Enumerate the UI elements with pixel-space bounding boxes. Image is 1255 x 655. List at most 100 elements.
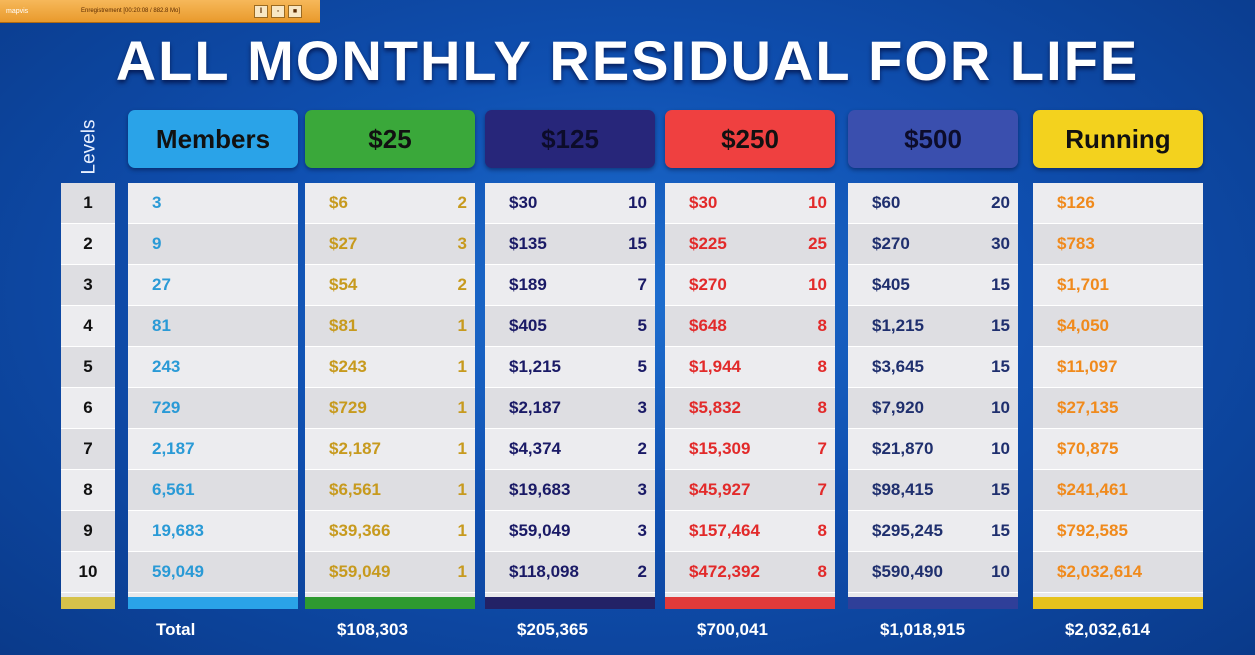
amount-value: $27,135 <box>1057 398 1119 417</box>
table-row: $15,309 7 <box>665 429 835 470</box>
column-header: $25 <box>305 110 475 168</box>
amount-value: $98,415 <box>872 480 934 499</box>
count-value: 7 <box>637 275 647 294</box>
table-row: $5,832 8 <box>665 388 835 429</box>
amount-value: $270 <box>872 234 910 253</box>
amount-value: $45,927 <box>689 480 751 499</box>
column-header: $500 <box>848 110 1018 168</box>
table-row: $157,464 8 <box>665 511 835 552</box>
count-value: 5 <box>637 357 647 376</box>
amount-value: $21,870 <box>872 439 934 458</box>
table-row: $135 15 <box>485 224 655 265</box>
column-body: $30 10 $135 15 $189 7 $405 5 $1,215 5 $2,187 3 $4,37… <box>485 183 655 609</box>
amount-value: $243 <box>329 357 367 376</box>
table-row: 59,049 <box>128 552 298 593</box>
count-value: 7 <box>817 439 827 458</box>
table-row: $60 20 <box>848 183 1018 224</box>
table-row: $30 10 <box>665 183 835 224</box>
amount-value: $295,245 <box>872 521 943 540</box>
table-row: $792,585 <box>1033 511 1203 552</box>
table-row: 9 <box>128 224 298 265</box>
amount-value: $472,392 <box>689 562 760 581</box>
column-running: Running $126 $783 $1,701 $4,050 $11,097 $27,13… <box>1033 110 1203 609</box>
count-value: 15 <box>991 521 1010 540</box>
amount-value: $6 <box>329 193 348 212</box>
app-name: mapvis <box>6 7 29 15</box>
level-cell: 10 <box>61 552 115 593</box>
amount-value: $126 <box>1057 193 1095 212</box>
count-value: 15 <box>991 316 1010 335</box>
count-value: 25 <box>808 234 827 253</box>
stop-icon[interactable]: ■ <box>288 4 302 18</box>
amount-value: $5,832 <box>689 398 741 417</box>
count-value: 8 <box>817 398 827 417</box>
level-cell: 5 <box>61 347 115 388</box>
table-row: $19,683 3 <box>485 470 655 511</box>
amount-value: $7,920 <box>872 398 924 417</box>
amount-value: $1,215 <box>509 357 561 376</box>
level-cell: 1 <box>61 183 115 224</box>
count-value: 10 <box>628 193 647 212</box>
total-value: $205,365 <box>517 620 588 639</box>
table-row: 3 <box>128 183 298 224</box>
count-value: 2 <box>457 193 467 212</box>
table-row: $405 5 <box>485 306 655 347</box>
amount-value: $54 <box>329 275 358 294</box>
amount-value: $27 <box>329 234 358 253</box>
table-row: $243 1 <box>305 347 475 388</box>
amount-value: $729 <box>329 398 367 417</box>
amount-value: $81 <box>329 316 358 335</box>
table-row: $189 7 <box>485 265 655 306</box>
column-footer-bar <box>665 597 835 609</box>
pause-icon[interactable]: ‖ <box>254 4 268 18</box>
table-row: 243 <box>128 347 298 388</box>
column-body: $126 $783 $1,701 $4,050 $11,097 $27,135 $70,87… <box>1033 183 1203 609</box>
level-cell: 8 <box>61 470 115 511</box>
table-row: $648 8 <box>665 306 835 347</box>
count-value: 10 <box>808 275 827 294</box>
table-row: 729 <box>128 388 298 429</box>
count-value: 1 <box>457 562 467 581</box>
amount-value: $189 <box>509 275 547 294</box>
table-row: $590,490 10 <box>848 552 1018 593</box>
column-250: $250 $30 10 $225 25 $270 10 $648 8 $1,944 8 $5,832 8… <box>665 110 835 609</box>
amount-value: 9 <box>152 234 162 253</box>
count-value: 7 <box>817 480 827 499</box>
amount-value: $157,464 <box>689 521 760 540</box>
amount-value: 81 <box>152 316 171 335</box>
level-cell: 2 <box>61 224 115 265</box>
column-body: $6 2 $27 3 $54 2 $81 1 $243 1 $729 1 $2,187 1 $6,561 1 $… <box>305 183 475 609</box>
settings-icon[interactable]: ▫ <box>271 4 285 18</box>
amount-value: $3,645 <box>872 357 924 376</box>
table-row: $4,050 <box>1033 306 1203 347</box>
amount-value: 27 <box>152 275 171 294</box>
table-row: $241,461 <box>1033 470 1203 511</box>
amount-value: $648 <box>689 316 727 335</box>
table-row: $126 <box>1033 183 1203 224</box>
count-value: 10 <box>808 193 827 212</box>
table-row: $2,187 3 <box>485 388 655 429</box>
table-row: $729 1 <box>305 388 475 429</box>
amount-value: $4,374 <box>509 439 561 458</box>
amount-value: 19,683 <box>152 521 204 540</box>
table-row: $70,875 <box>1033 429 1203 470</box>
table-row: $3,645 15 <box>848 347 1018 388</box>
count-value: 2 <box>637 562 647 581</box>
count-value: 3 <box>637 480 647 499</box>
table-row: 27 <box>128 265 298 306</box>
amount-value: $270 <box>689 275 727 294</box>
table-row: $2,187 1 <box>305 429 475 470</box>
count-value: 15 <box>991 480 1010 499</box>
table-row: $118,098 2 <box>485 552 655 593</box>
table-row: $1,701 <box>1033 265 1203 306</box>
recorder-toolbar: mapvis Enregistrement [00:20:08 / 882.8 … <box>0 0 320 23</box>
amount-value: $30 <box>689 193 718 212</box>
count-value: 20 <box>991 193 1010 212</box>
count-value: 1 <box>457 439 467 458</box>
table-row: $59,049 1 <box>305 552 475 593</box>
amount-value: $2,187 <box>509 398 561 417</box>
column-footer-bar <box>485 597 655 609</box>
amount-value: 59,049 <box>152 562 204 581</box>
table-row: $39,366 1 <box>305 511 475 552</box>
table-row: $1,944 8 <box>665 347 835 388</box>
